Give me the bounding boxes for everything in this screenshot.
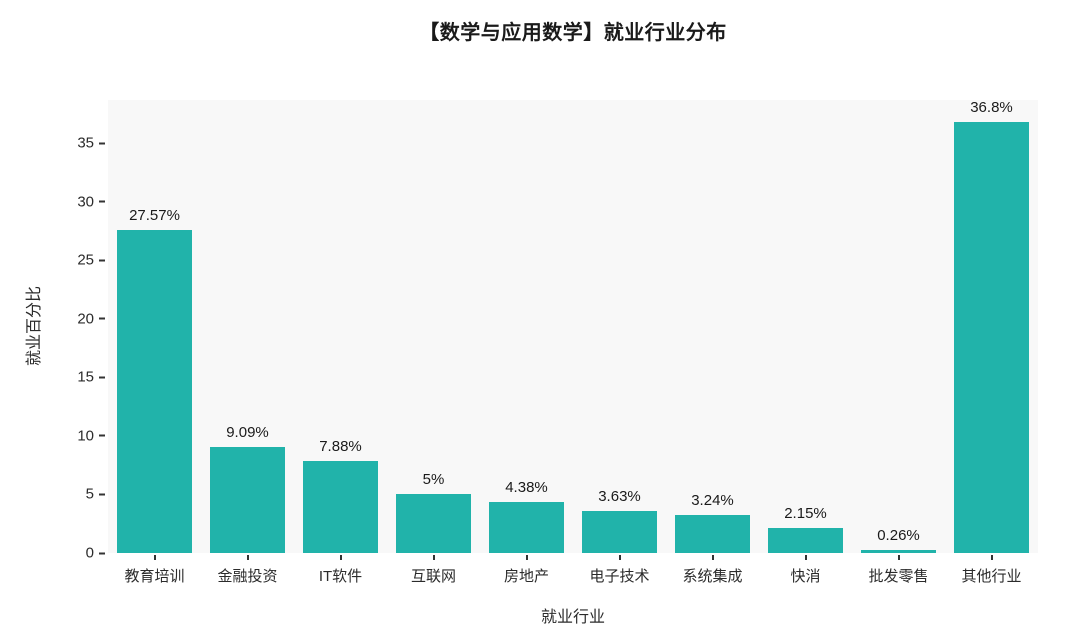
- bar-value-label: 9.09%: [226, 423, 269, 441]
- bar-金融投资: [210, 446, 285, 553]
- y-tick: 10: [48, 428, 108, 443]
- y-tick-label: 5: [85, 485, 94, 503]
- x-category-label: 电子技术: [589, 568, 650, 585]
- x-category-label: IT软件: [318, 568, 363, 585]
- x-tick-mark: [153, 555, 156, 560]
- bar-band: 36.8% 其他行业: [945, 99, 1038, 585]
- y-axis-title: 就业百分比: [26, 285, 43, 367]
- y-tick-mark: [99, 259, 105, 262]
- y-tick: 20: [48, 311, 108, 326]
- y-tick-label: 35: [77, 134, 94, 152]
- bar-band: 27.57% 教育培训: [108, 100, 201, 585]
- x-category-label: 快消: [790, 568, 821, 585]
- x-category-label: 金融投资: [217, 568, 278, 585]
- y-tick-mark: [99, 552, 105, 554]
- bar-系统集成: [675, 515, 750, 553]
- y-tick: 0: [48, 546, 108, 561]
- bar-电子技术: [582, 510, 657, 553]
- y-tick: 25: [48, 253, 108, 268]
- x-category-label: 批发零售: [868, 568, 929, 585]
- bar-band: 3.24% 系统集成: [666, 100, 759, 585]
- bar-band: 4.38% 房地产: [480, 100, 573, 585]
- plot-area: 0 5 10 15 20 25 30 35 27.57% 教育培训 9.09% 金融投资 7.88% IT…: [77, 99, 1038, 585]
- x-axis-title: 就业行业: [540, 609, 605, 626]
- bar-band: 5% 互联网: [387, 100, 480, 585]
- x-tick-mark: [525, 555, 528, 560]
- x-tick-mark: [246, 555, 249, 560]
- bar-value-label: 3.63%: [598, 487, 641, 505]
- x-tick-mark: [432, 555, 435, 560]
- bar-value-label: 4.38%: [505, 478, 548, 496]
- y-tick-label: 30: [77, 193, 94, 211]
- x-tick-mark: [711, 555, 714, 560]
- bar-band: 3.63% 电子技术: [573, 100, 666, 585]
- x-tick-mark: [618, 555, 621, 560]
- bar-value-label: 3.24%: [691, 492, 734, 510]
- chart-title: 【数学与应用数学】就业行业分布: [419, 22, 727, 44]
- x-category-label: 互联网: [410, 568, 457, 585]
- x-category-label: 系统集成: [682, 568, 743, 585]
- y-tick-label: 0: [85, 544, 94, 562]
- bar-批发零售: [861, 549, 936, 553]
- y-tick-label: 10: [77, 427, 94, 445]
- bar-band: 0.26% 批发零售: [852, 100, 945, 585]
- bar-band: 9.09% 金融投资: [201, 100, 294, 585]
- x-category-label: 教育培训: [124, 568, 185, 585]
- x-tick-mark: [804, 555, 807, 560]
- x-category-label: 其他行业: [961, 568, 1022, 585]
- bar-value-label: 7.88%: [319, 437, 362, 455]
- bar-band: 7.88% IT软件: [294, 100, 387, 585]
- x-tick-mark: [339, 555, 342, 560]
- y-tick: 5: [48, 487, 108, 502]
- y-tick-mark: [99, 200, 105, 203]
- bar-value-label: 0.26%: [877, 526, 920, 544]
- bar-value-label: 27.57%: [129, 207, 180, 225]
- y-tick-mark: [99, 493, 105, 496]
- x-category-label: 房地产: [503, 568, 550, 585]
- y-tick-label: 20: [77, 310, 94, 328]
- y-tick: 15: [48, 370, 108, 385]
- y-tick: 30: [48, 194, 108, 209]
- y-tick-mark: [99, 317, 105, 320]
- y-tick-mark: [99, 434, 105, 437]
- bar-value-label: 5%: [422, 471, 445, 489]
- y-tick-mark: [99, 142, 105, 145]
- bar-其他行业: [954, 122, 1029, 553]
- y-tick-mark: [99, 376, 105, 379]
- bar-value-label: 2.15%: [784, 504, 827, 522]
- bar-value-label: 36.8%: [970, 99, 1013, 117]
- bar-房地产: [489, 501, 564, 553]
- bar-互联网: [396, 494, 471, 553]
- bar-band: 2.15% 快消: [759, 100, 852, 585]
- x-tick-mark: [897, 555, 900, 560]
- y-tick: 35: [48, 136, 108, 151]
- bar-教育培训: [117, 230, 192, 553]
- x-tick-mark: [990, 555, 993, 560]
- bar-IT软件: [303, 460, 378, 553]
- y-tick-label: 25: [77, 251, 94, 269]
- y-tick-label: 15: [77, 368, 94, 386]
- bar-快消: [768, 527, 843, 553]
